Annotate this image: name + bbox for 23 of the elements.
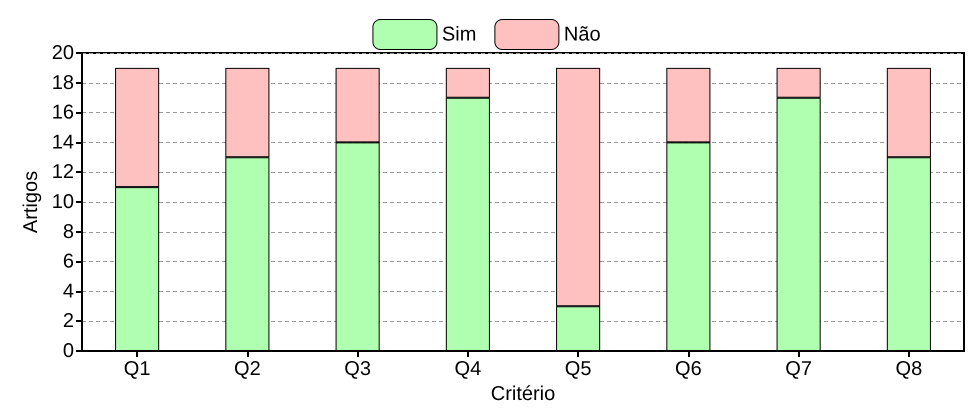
- x-tick-label: Q1: [124, 358, 150, 380]
- y-tick-label: 0: [62, 340, 74, 362]
- x-tick-label: Q8: [896, 358, 922, 380]
- y-tick-label: 8: [62, 220, 74, 243]
- y-tick-label: 2: [62, 310, 74, 332]
- y-tick-label: 4: [62, 280, 74, 302]
- x-tick-label: Q2: [234, 358, 261, 380]
- x-tick-label: Q5: [564, 358, 592, 380]
- x-tick-label: Q4: [454, 358, 482, 380]
- y-tick-label: 10: [52, 191, 74, 213]
- x-tick-label: Q6: [675, 358, 702, 380]
- legend-label: Sim: [442, 24, 476, 46]
- y-tick-label: 16: [52, 102, 74, 124]
- x-axis-title: Critério: [490, 382, 556, 405]
- y-tick-label: 6: [62, 250, 74, 273]
- x-tick-label: Q3: [344, 358, 371, 380]
- x-tick-label: Q7: [785, 358, 812, 380]
- y-tick-label: 12: [52, 161, 74, 184]
- legend-label: Não: [564, 24, 601, 46]
- y-tick-label: 14: [52, 131, 74, 154]
- y-axis-title: Artigos: [20, 170, 42, 234]
- y-tick-label: 20: [52, 42, 74, 64]
- y-tick-label: 18: [52, 72, 74, 94]
